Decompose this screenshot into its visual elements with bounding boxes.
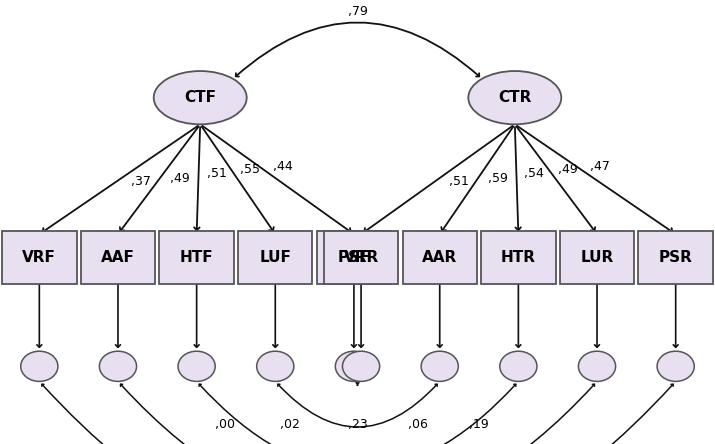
Text: ,02: ,02 xyxy=(280,417,300,431)
FancyArrowPatch shape xyxy=(121,384,594,444)
Ellipse shape xyxy=(21,351,58,381)
Text: ,54: ,54 xyxy=(524,167,544,180)
Text: AAR: AAR xyxy=(422,250,458,265)
FancyBboxPatch shape xyxy=(81,231,155,285)
Ellipse shape xyxy=(335,351,373,381)
Text: ,23: ,23 xyxy=(347,417,368,431)
Ellipse shape xyxy=(178,351,215,381)
Text: ,59: ,59 xyxy=(488,171,508,185)
Text: ,49: ,49 xyxy=(169,172,189,185)
FancyBboxPatch shape xyxy=(638,231,713,285)
Ellipse shape xyxy=(468,71,561,124)
Text: ,06: ,06 xyxy=(408,417,428,431)
Text: AAF: AAF xyxy=(101,250,135,265)
Ellipse shape xyxy=(657,351,694,381)
Text: ,00: ,00 xyxy=(215,417,235,431)
Text: LUF: LUF xyxy=(260,250,291,265)
Ellipse shape xyxy=(500,351,537,381)
Text: ,47: ,47 xyxy=(591,160,611,173)
Text: ,49: ,49 xyxy=(558,163,578,175)
Text: VRF: VRF xyxy=(22,250,56,265)
Text: ,51: ,51 xyxy=(207,167,227,181)
FancyBboxPatch shape xyxy=(2,231,77,285)
FancyArrowPatch shape xyxy=(278,384,437,427)
FancyArrowPatch shape xyxy=(199,384,516,444)
Text: ,37: ,37 xyxy=(131,175,151,188)
FancyBboxPatch shape xyxy=(317,231,391,285)
FancyBboxPatch shape xyxy=(403,231,477,285)
FancyArrowPatch shape xyxy=(236,23,479,76)
Ellipse shape xyxy=(99,351,137,381)
FancyArrowPatch shape xyxy=(356,383,359,385)
Text: ,79: ,79 xyxy=(347,4,368,18)
FancyBboxPatch shape xyxy=(238,231,312,285)
Text: ,44: ,44 xyxy=(273,160,292,173)
Ellipse shape xyxy=(578,351,616,381)
FancyBboxPatch shape xyxy=(560,231,634,285)
Text: ,55: ,55 xyxy=(240,163,260,176)
Text: CTR: CTR xyxy=(498,90,531,105)
Text: HTF: HTF xyxy=(179,250,214,265)
Text: ,51: ,51 xyxy=(449,174,469,187)
FancyBboxPatch shape xyxy=(159,231,234,285)
Text: PSF: PSF xyxy=(337,250,370,265)
Text: HTR: HTR xyxy=(501,250,536,265)
Ellipse shape xyxy=(342,351,380,381)
Ellipse shape xyxy=(257,351,294,381)
Text: VRR: VRR xyxy=(343,250,379,265)
Text: LUR: LUR xyxy=(581,250,613,265)
Ellipse shape xyxy=(154,71,247,124)
FancyBboxPatch shape xyxy=(481,231,556,285)
Text: ,19: ,19 xyxy=(469,417,489,431)
Text: CTF: CTF xyxy=(184,90,216,105)
Ellipse shape xyxy=(421,351,458,381)
FancyArrowPatch shape xyxy=(42,384,673,444)
Text: PSR: PSR xyxy=(659,250,693,265)
FancyBboxPatch shape xyxy=(324,231,398,285)
